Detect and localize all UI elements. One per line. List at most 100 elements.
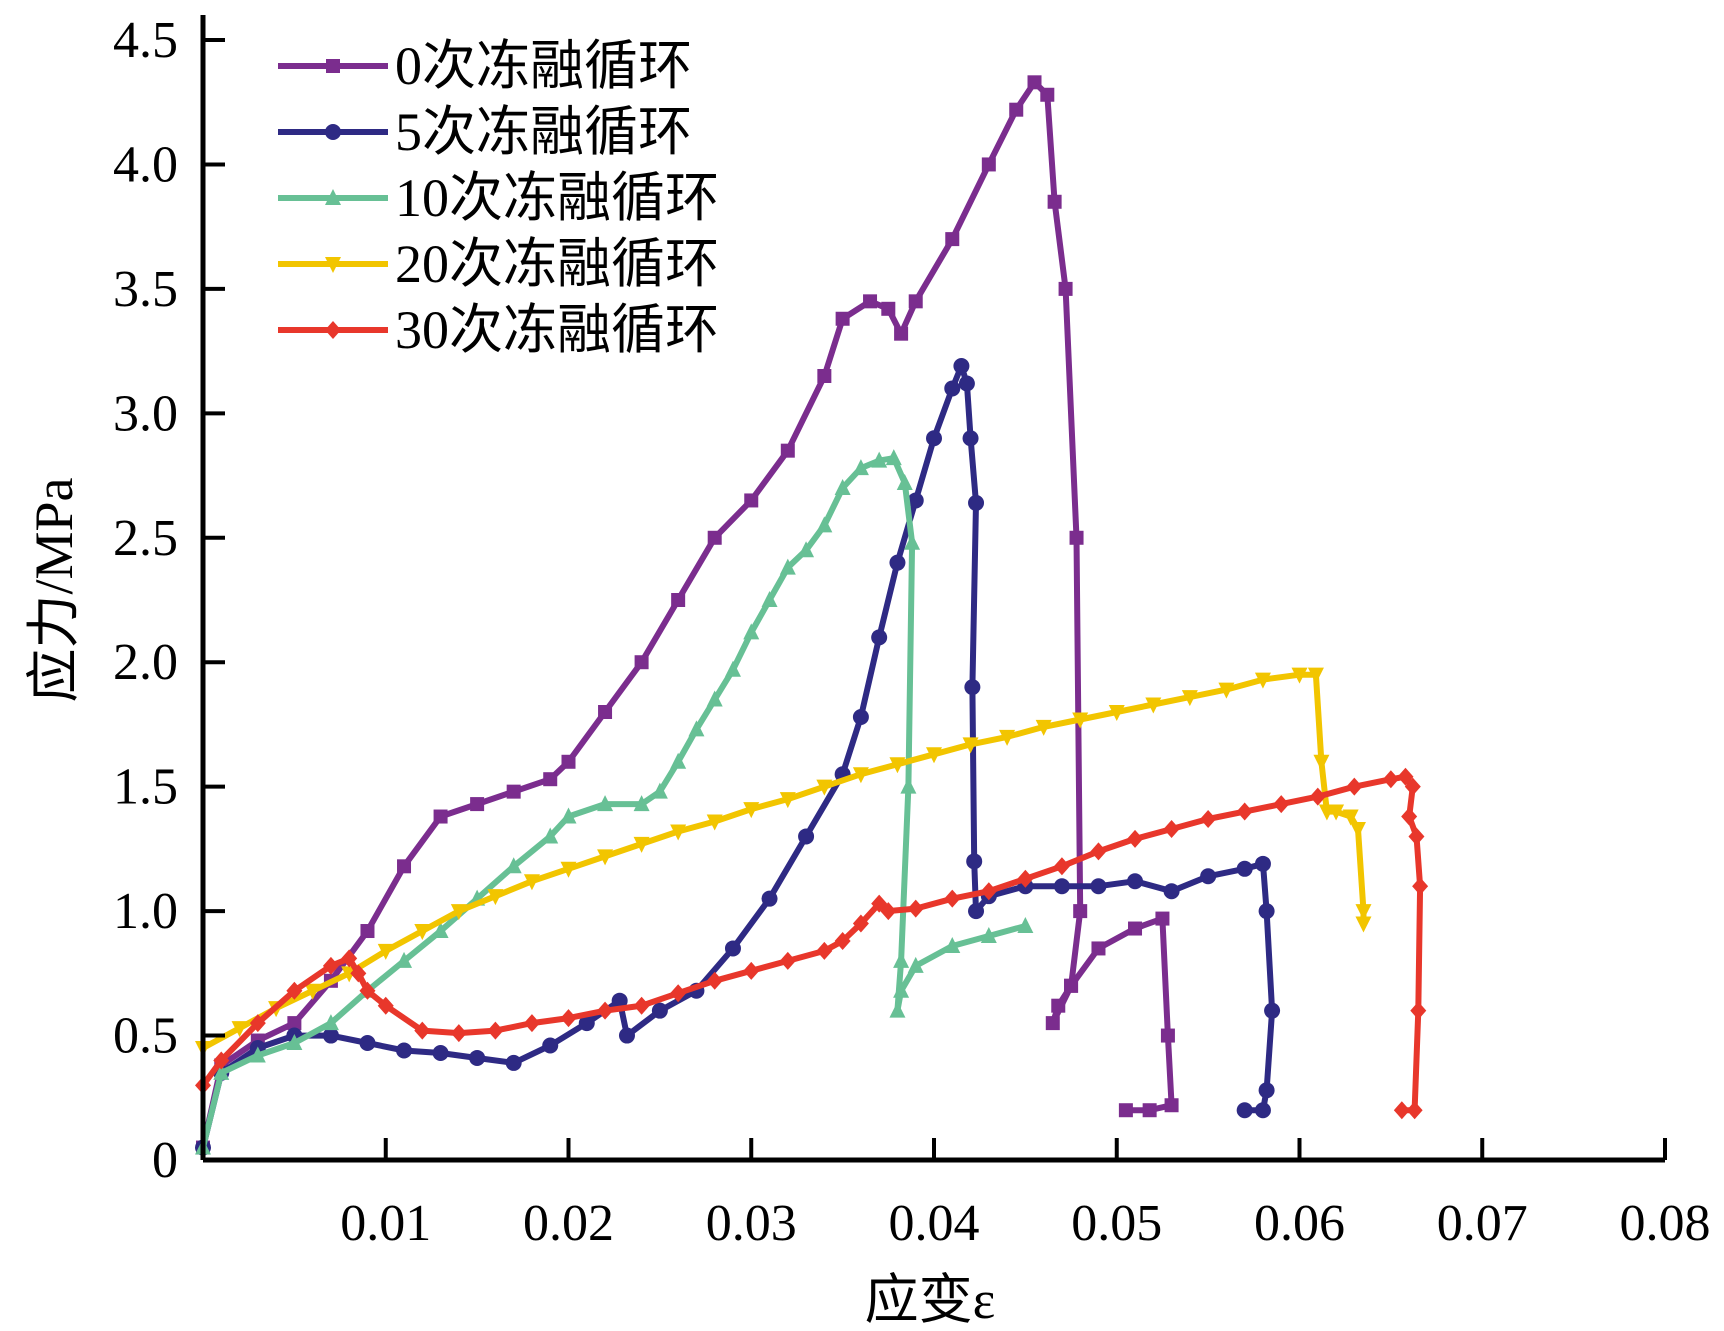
data-point: [1118, 1103, 1133, 1118]
x-tick-label: 0.06: [1254, 1195, 1345, 1252]
data-point: [1072, 712, 1089, 729]
data-point: [893, 951, 910, 968]
legend-item: 0次冻融循环: [278, 36, 692, 96]
legend-item: 10次冻融循环: [278, 168, 719, 228]
data-point: [1069, 530, 1084, 545]
ticks: 0.01 0.02 0.03 0.04 0.05 0.06 0.07 0.08 0 0.5 1.0 1…: [113, 12, 1711, 1252]
data-point: [1073, 904, 1088, 919]
data-point: [1064, 978, 1079, 993]
data-point: [1355, 916, 1372, 933]
data-point: [835, 311, 850, 326]
data-point: [1027, 75, 1042, 90]
data-point: [999, 729, 1016, 746]
data-point: [893, 981, 910, 998]
data-point: [779, 951, 796, 970]
data-point: [761, 591, 778, 607]
data-point: [968, 494, 985, 511]
data-point: [688, 720, 705, 737]
data-point: [1047, 194, 1062, 209]
legend-label: 30次冻融循环: [395, 300, 719, 360]
data-point: [1160, 1028, 1175, 1043]
x-tick-label: 0.03: [706, 1195, 797, 1252]
data-point: [1406, 1101, 1423, 1120]
series-line: [200, 363, 1276, 1151]
data-point: [432, 922, 449, 939]
series-4: [195, 767, 1429, 1120]
data-point: [968, 903, 985, 920]
data-point: [560, 1009, 577, 1028]
data-point: [852, 914, 869, 933]
data-point: [1053, 878, 1070, 895]
data-point: [1127, 873, 1144, 890]
data-point: [287, 1016, 302, 1031]
data-point: [1200, 810, 1217, 829]
data-point: [487, 1021, 504, 1040]
data-point: [506, 784, 521, 799]
legend-marker: [325, 124, 341, 140]
data-point: [542, 827, 559, 844]
data-point: [1393, 1101, 1410, 1120]
data-point: [286, 981, 303, 1000]
series-line: [200, 671, 1367, 1051]
y-tick-label: 2.5: [113, 510, 178, 567]
data-point: [231, 1021, 248, 1038]
y-tick-label: 2.0: [113, 634, 178, 691]
data-point: [469, 1049, 486, 1066]
data-point: [1108, 705, 1125, 721]
data-point: [1408, 827, 1425, 846]
data-point: [1155, 911, 1170, 926]
data-point: [743, 623, 760, 640]
series-1: [195, 358, 1281, 1156]
data-point: [1346, 777, 1363, 796]
data-point: [1412, 877, 1429, 896]
data-point: [1040, 87, 1055, 102]
data-point: [900, 777, 917, 794]
data-point: [670, 824, 687, 841]
data-point: [981, 157, 996, 172]
data-point: [964, 679, 981, 696]
legend-label: 10次冻融循环: [395, 168, 719, 228]
data-point: [487, 889, 504, 906]
data-point: [1349, 821, 1366, 838]
data-point: [1264, 1002, 1281, 1019]
data-point: [414, 924, 431, 941]
data-point: [450, 1024, 467, 1043]
data-point: [633, 836, 650, 853]
data-point: [724, 940, 741, 957]
x-tick-label: 0.01: [340, 1195, 431, 1252]
data-point: [863, 294, 878, 309]
data-point: [598, 705, 613, 719]
data-point: [671, 593, 686, 607]
y-axis-title: 应力/MPa: [24, 477, 84, 702]
data-point: [1128, 921, 1143, 936]
data-point: [542, 1037, 559, 1054]
data-point: [1382, 770, 1399, 789]
data-point: [1017, 917, 1034, 934]
data-point: [1051, 998, 1066, 1013]
data-point: [414, 1021, 431, 1040]
data-point: [889, 757, 906, 774]
data-point: [894, 326, 909, 341]
data-point: [322, 956, 339, 975]
data-point: [523, 1014, 540, 1033]
data-point: [286, 1034, 303, 1051]
data-point: [881, 301, 896, 316]
data-point: [1258, 1082, 1275, 1099]
x-axis-title: 应变ε: [865, 1270, 996, 1330]
data-point: [896, 474, 913, 491]
data-point: [885, 449, 902, 466]
data-point: [1404, 777, 1421, 796]
data-point: [670, 752, 687, 769]
data-point: [597, 795, 614, 812]
data-point: [1035, 719, 1052, 736]
data-point: [953, 358, 970, 375]
data-point: [944, 380, 961, 397]
data-point: [1273, 795, 1290, 814]
data-point: [1045, 1016, 1060, 1031]
data-point: [889, 554, 906, 571]
data-point: [980, 882, 997, 901]
data-point: [505, 857, 522, 874]
series-2: [195, 449, 1034, 1155]
data-point: [322, 1014, 339, 1031]
data-point: [633, 795, 650, 812]
